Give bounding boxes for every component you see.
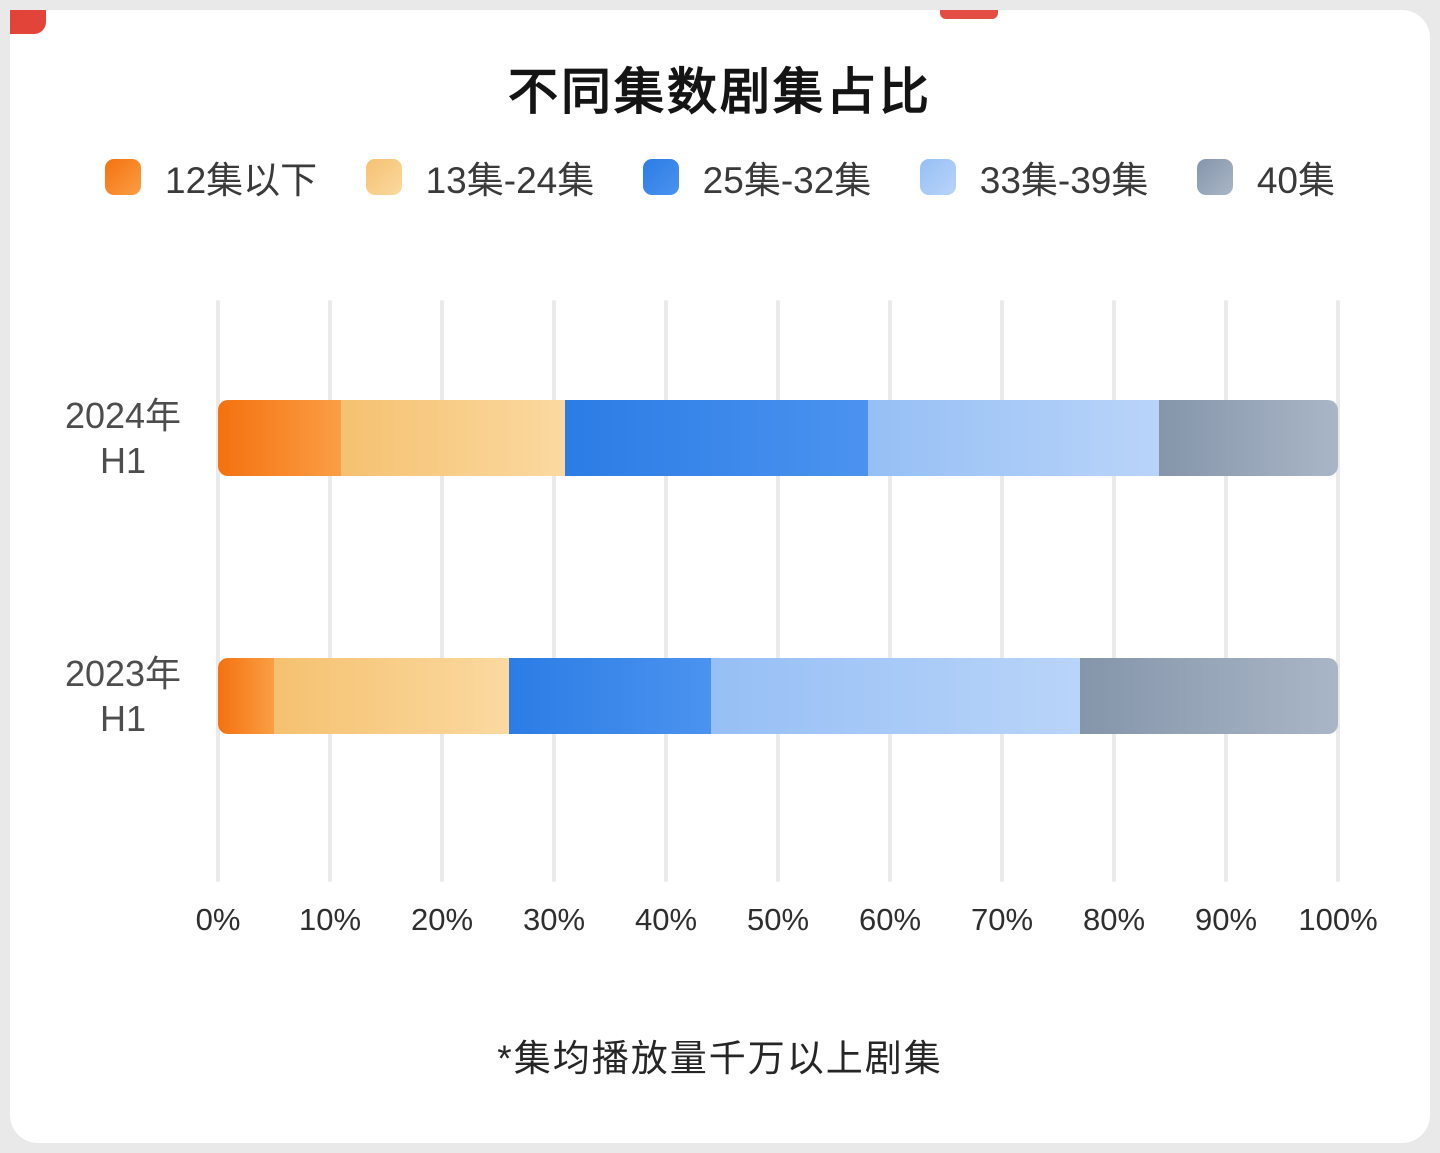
- bar-segment-13集-24集: [274, 658, 510, 734]
- x-axis: 0% 10% 20% 30% 40% 50% 60% 70% 80% 90% 100%: [196, 902, 1378, 942]
- legend-item-3: 33集-39集: [919, 150, 1149, 204]
- x-tick-label: 80%: [1082, 902, 1146, 937]
- x-tick-label: 90%: [1194, 902, 1258, 937]
- chart-card: 不同集数剧集占比 12集以下 13集-24集 25集-32集 33集-39集 40集 2…: [10, 10, 1430, 1143]
- footnote: *集均播放量千万以上剧集: [497, 1038, 943, 1079]
- bar-segment-12集以下: [218, 658, 274, 734]
- legend-item-0: 12集以下: [105, 150, 317, 204]
- legend-label: 25集-32集: [702, 160, 872, 201]
- bar-segment-33集-39集: [710, 658, 1081, 734]
- legend-label: 12集以下: [165, 160, 318, 201]
- gridline: [888, 300, 892, 882]
- bar-row-0: 2024年 H1: [65, 395, 1338, 481]
- bar-segment-25集-32集: [509, 658, 711, 734]
- gridline: [776, 300, 780, 882]
- legend-label: 40集: [1256, 160, 1335, 201]
- legend-item-1: 13集-24集: [365, 150, 595, 204]
- x-tick-label: 30%: [522, 902, 586, 937]
- legend-label: 13集-24集: [425, 160, 595, 201]
- category-label-line: 2023年: [64, 653, 182, 694]
- legend-swatch-icon: [365, 159, 402, 195]
- x-tick-label: 70%: [970, 902, 1034, 937]
- x-tick-label: 60%: [858, 902, 922, 937]
- plot-area: 2024年 H1 2023年 H1: [65, 300, 1340, 882]
- legend-swatch-icon: [919, 159, 956, 195]
- x-tick-label: 100%: [1298, 902, 1378, 937]
- gridline: [1336, 300, 1340, 882]
- legend-label: 33集-39集: [979, 160, 1149, 201]
- category-label-line: H1: [99, 698, 147, 739]
- category-label-line: H1: [99, 440, 147, 481]
- bar-segment-13集-24集: [341, 400, 566, 476]
- bar-segment-33集-39集: [867, 400, 1159, 476]
- gridline: [1000, 300, 1004, 882]
- legend: 12集以下 13集-24集 25集-32集 33集-39集 40集: [105, 150, 1335, 204]
- bar-segment-12集以下: [218, 400, 342, 476]
- legend-swatch-icon: [642, 159, 679, 195]
- x-tick-label: 10%: [298, 902, 362, 937]
- x-tick-label: 20%: [410, 902, 474, 937]
- gridline: [664, 300, 668, 882]
- gridline: [216, 300, 220, 882]
- gridline: [1112, 300, 1116, 882]
- legend-swatch-icon: [1196, 159, 1233, 195]
- category-label: 2023年 H1: [40, 651, 206, 741]
- x-tick-label: 0%: [195, 902, 241, 937]
- bar-segment-40集: [1158, 400, 1338, 476]
- gridline: [1224, 300, 1228, 882]
- legend-item-4: 40集: [1196, 150, 1335, 204]
- category-label: 2024年 H1: [40, 393, 206, 483]
- gridline: [552, 300, 556, 882]
- red-top-mark: [940, 10, 998, 19]
- gridline: [328, 300, 332, 882]
- x-tick-label: 50%: [746, 902, 810, 937]
- gridline: [440, 300, 444, 882]
- category-label-line: 2024年: [64, 395, 182, 436]
- bar-row-1: 2023年 H1: [65, 653, 1338, 739]
- bar-segment-25集-32集: [565, 400, 868, 476]
- bar-segment-40集: [1080, 658, 1338, 734]
- stacked-bar: [218, 658, 1338, 734]
- x-tick-label: 40%: [634, 902, 698, 937]
- legend-item-2: 25集-32集: [642, 150, 872, 204]
- red-corner-mark: [10, 10, 46, 34]
- legend-swatch-icon: [105, 159, 141, 195]
- stacked-bar: [218, 400, 1338, 476]
- chart-title: 不同集数剧集占比: [508, 64, 932, 120]
